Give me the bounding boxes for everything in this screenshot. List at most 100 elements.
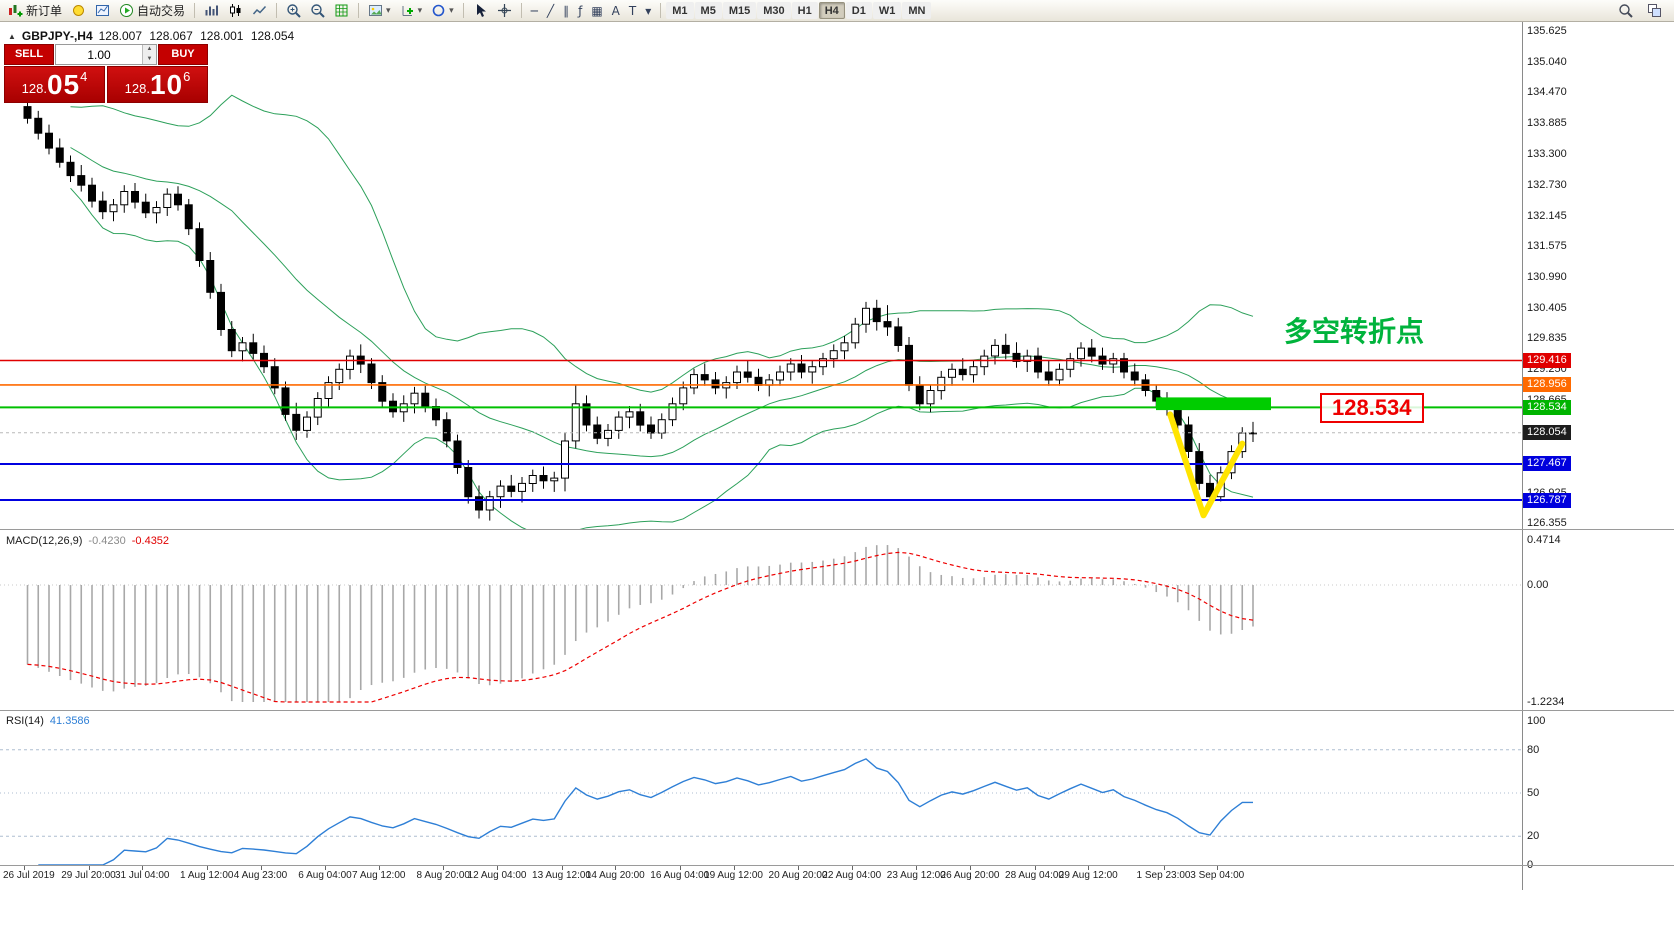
volume-spinner: ▲ ▼ (142, 45, 156, 64)
toolbar-separator (520, 3, 522, 18)
volume-up-button[interactable]: ▲ (143, 45, 156, 55)
bear-candle (432, 406, 440, 421)
timeframe-button-M15[interactable]: M15 (722, 2, 757, 19)
chart-window-button[interactable] (91, 1, 114, 20)
bear-candle (647, 424, 655, 434)
bull-candle (980, 355, 989, 368)
bull-candle (851, 323, 860, 344)
sell-button[interactable]: SELL (4, 44, 54, 65)
auto-trading-button[interactable]: 自动交易 (115, 1, 189, 20)
auto-trading-label: 自动交易 (137, 4, 186, 18)
open-value: 128.007 (98, 29, 143, 43)
panel-separator[interactable] (0, 710, 1674, 711)
bear-candle (1087, 347, 1096, 357)
toolbar-separator (194, 3, 196, 18)
macd-signal-value: -0.4352 (131, 535, 170, 547)
buy-price-button[interactable]: 128. 10 6 (107, 66, 208, 103)
bull-candle (733, 371, 741, 384)
timeframe-button-H4[interactable]: H4 (818, 2, 845, 19)
shapes-tool-button[interactable]: ▦ (587, 1, 606, 20)
bar-chart-icon (205, 5, 219, 16)
timeframe-button-M1[interactable]: M1 (666, 2, 694, 19)
bear-candle (367, 363, 376, 384)
bull-candle (496, 485, 505, 498)
time-axis-tick (260, 866, 262, 870)
bull-candle (485, 496, 494, 511)
sell-price-button[interactable]: 128. 05 4 (4, 66, 105, 103)
mini-chart-icon (96, 5, 110, 16)
bear-candle (453, 440, 462, 468)
sell-price-big: 05 (46, 69, 81, 100)
time-axis-label: 31 Jul 04:00 (115, 870, 170, 881)
add-indicator-button[interactable]: ▾ (396, 1, 427, 20)
alerts-button[interactable] (67, 1, 90, 20)
timeframe-button-MN[interactable]: MN (902, 2, 932, 19)
close-value: 128.054 (250, 29, 295, 43)
bear-candle (507, 485, 516, 492)
timeframe-button-W1[interactable]: W1 (872, 2, 902, 19)
bull-candle (625, 411, 634, 418)
macd-panel[interactable] (0, 530, 1522, 710)
crosshair-tool-button[interactable] (493, 1, 516, 20)
bear-candle (872, 307, 881, 323)
bear-candle (1120, 358, 1128, 373)
buy-button[interactable]: BUY (158, 44, 208, 65)
time-axis-tick (325, 866, 326, 870)
timeframe-button-M30[interactable]: M30 (757, 2, 791, 19)
bear-candle (958, 368, 967, 376)
volume-input[interactable] (56, 45, 142, 64)
candlestick-chart-button[interactable] (224, 1, 247, 20)
indicator-list-button[interactable] (330, 1, 353, 20)
green-rectangle-annotation[interactable] (1156, 397, 1271, 411)
fibonacci-tool-button[interactable]: ƒ (574, 1, 586, 20)
new-order-button[interactable]: 新订单 (4, 1, 66, 20)
horizontal-line-tool-button[interactable]: ─ (527, 1, 542, 20)
cursor-tool-button[interactable] (469, 1, 492, 20)
bull-candle (948, 368, 956, 378)
zoom-out-button[interactable] (306, 1, 329, 20)
bar-chart-button[interactable] (200, 1, 223, 20)
bear-candle (217, 291, 225, 330)
timeframe-button-D1[interactable]: D1 (845, 2, 872, 19)
objects-button[interactable]: ▾ (427, 1, 458, 20)
time-axis-tick (1034, 866, 1036, 870)
time-axis-tick (206, 866, 208, 870)
new-order-label: 新订单 (26, 4, 63, 18)
time-axis-label: 1 Aug 12:00 (180, 870, 234, 881)
bull-candle (238, 342, 247, 352)
bear-candle (743, 371, 752, 378)
rsi-panel[interactable] (0, 711, 1522, 865)
templates-button[interactable]: ▾ (364, 1, 395, 20)
tile-windows-icon (1648, 4, 1661, 17)
line-chart-button[interactable] (248, 1, 271, 20)
time-axis-tick (970, 866, 971, 870)
timeframe-button-M5[interactable]: M5 (694, 2, 722, 19)
label-tool-icon: T (628, 3, 637, 18)
volume-down-button[interactable]: ▼ (143, 54, 156, 64)
time-axis-tick (733, 866, 735, 870)
time-axis-tick (615, 866, 617, 870)
channel-tool-button[interactable]: ∥ (559, 1, 573, 20)
panel-separator[interactable] (0, 529, 1674, 530)
bear-candle (442, 419, 451, 442)
yellow-v-annotation[interactable] (1167, 411, 1246, 519)
text-tool-button[interactable]: A (608, 1, 624, 20)
bear-candle (249, 342, 258, 354)
time-axis-tick (142, 866, 144, 870)
zoom-in-button[interactable] (282, 1, 305, 20)
label-tool-button[interactable]: T (625, 1, 640, 20)
main-chart[interactable] (0, 22, 1522, 530)
bull-candle (1109, 358, 1118, 365)
search-button[interactable] (1614, 1, 1637, 20)
line-chart-icon (252, 5, 267, 15)
tile-windows-button[interactable] (1643, 1, 1666, 20)
time-axis-label: 29 Aug 12:00 (1058, 870, 1118, 881)
bull-candle (1077, 347, 1085, 360)
bull-candle (1023, 355, 1032, 362)
bull-candle (410, 392, 419, 405)
timeframe-group: M1 M5 M15 M30 H1 H4 D1 W1 MN (666, 2, 932, 19)
trendline-tool-button[interactable]: ╱ (543, 1, 558, 20)
arrows-tool-button[interactable]: ▾ (641, 1, 655, 20)
buy-price-pip: 6 (183, 69, 191, 84)
timeframe-button-H1[interactable]: H1 (791, 2, 818, 19)
